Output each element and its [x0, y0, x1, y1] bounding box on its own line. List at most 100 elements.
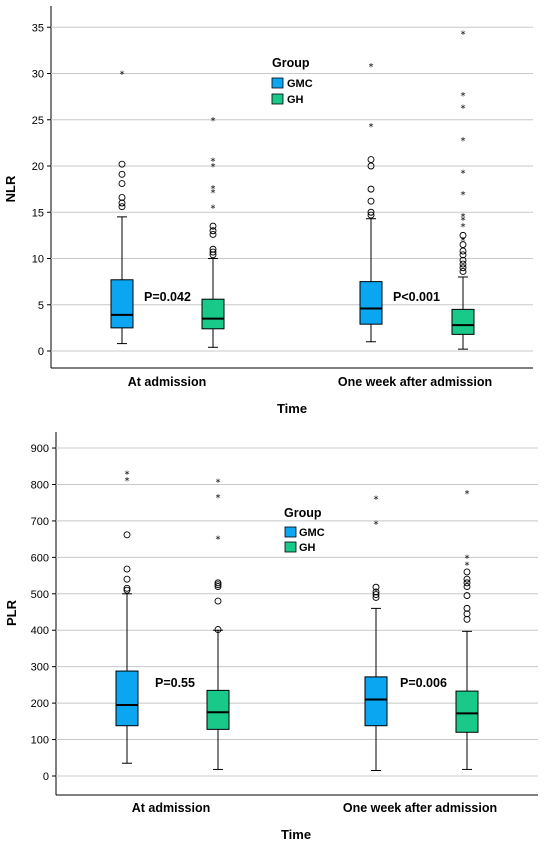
- plr-gmc-one-week-outlier-point: [372, 593, 380, 601]
- plr-legend-label-gh: GH: [299, 542, 316, 554]
- nlr-gmc-at-admission-box: [110, 279, 134, 329]
- nlr-gh-one-week-extreme-point: *: [461, 30, 466, 41]
- nlr-y-tick-label: 25: [32, 115, 44, 127]
- plr-x-tick-at-admission: At admission: [132, 801, 211, 815]
- plr-gmc-at-admission-box: [115, 670, 139, 727]
- plr-y-tick-label: 700: [31, 516, 49, 528]
- nlr-gh-one-week-outlier-point: [459, 260, 467, 268]
- nlr-gh-one-week-extreme-point: *: [461, 104, 466, 115]
- nlr-gmc-one-week-outlier-point: [367, 211, 375, 219]
- plr-y-tick-label: 300: [31, 662, 49, 674]
- plr-gmc-at-admission-outlier-point: [123, 586, 131, 594]
- nlr-gh-one-week-extreme-point: *: [461, 216, 466, 227]
- nlr-y-tick-label: 0: [38, 346, 44, 358]
- nlr-gh-at-admission-outlier-point: [209, 222, 217, 230]
- plr-gh-one-week-outlier-point: [463, 610, 471, 618]
- plr-p-value-one-week: P=0.006: [400, 676, 447, 690]
- plr-y-tick-label: 100: [31, 735, 49, 747]
- plr-y-tick-label: 200: [31, 698, 49, 710]
- plr-gmc-one-week-extreme-point: *: [374, 494, 379, 505]
- plr-p-value-at-admission: P=0.55: [155, 676, 195, 690]
- plr-y-tick-label: 500: [31, 589, 49, 601]
- nlr-y-tick-label: 35: [32, 22, 44, 34]
- plr-gh-one-week-extreme-point: *: [465, 561, 470, 572]
- plr-x-axis-title: Time: [281, 827, 311, 842]
- nlr-gmc-at-admission-outlier-point: [118, 180, 126, 188]
- plr-gh-at-admission-outlier-point: [214, 581, 222, 589]
- nlr-y-tick-label: 15: [32, 207, 44, 219]
- nlr-gh-one-week-box: [451, 308, 475, 335]
- plr-gmc-at-admission-outlier-point: [123, 584, 131, 592]
- nlr-p-value-one-week: P<0.001: [393, 290, 440, 304]
- nlr-gmc-one-week-extreme-point: *: [369, 62, 374, 73]
- nlr-gmc-at-admission-outlier-point: [118, 170, 126, 178]
- nlr-gh-one-week-extreme-point: *: [461, 136, 466, 147]
- plr-gh-at-admission-outlier-point: [214, 626, 222, 633]
- nlr-gh-one-week-outlier-point: [459, 264, 467, 272]
- nlr-gh-at-admission-extreme-point: *: [211, 162, 216, 173]
- nlr-legend: Group GMC GH: [271, 56, 313, 106]
- plr-y-tick-label: 900: [31, 443, 49, 455]
- plr-gh-one-week-box: [455, 690, 479, 733]
- plr-y-tick-label: 800: [31, 479, 49, 491]
- plr-legend: Group GMC GH: [284, 506, 325, 554]
- nlr-gh-one-week-extreme-point: *: [461, 212, 466, 223]
- plr-grid: 0 100 200 300 400 500 600 700 800 900: [31, 443, 538, 783]
- plr-gmc-one-week-box: [364, 676, 388, 727]
- nlr-gh-at-admission-extreme-point: *: [211, 184, 216, 195]
- plr-gh-one-week-outlier-point: [463, 575, 471, 583]
- plr-y-tick-label: 600: [31, 552, 49, 564]
- nlr-gh-one-week-extreme-point: *: [461, 91, 466, 102]
- nlr-legend-label-gh: GH: [287, 94, 304, 106]
- nlr-gmc-one-week-outlier-point: [367, 197, 375, 205]
- nlr-gh-at-admission-box: [201, 298, 225, 330]
- plr-gmc-at-admission-outlier-point: [123, 531, 131, 539]
- nlr-x-tick-at-admission: At admission: [128, 375, 207, 389]
- nlr-x-tick-one-week: One week after admission: [338, 375, 492, 389]
- plr-gh-one-week-outlier-point: [463, 615, 471, 623]
- nlr-legend-swatch-gmc: [271, 77, 284, 89]
- nlr-gh-one-week-outlier-point: [459, 231, 467, 239]
- plr-gmc-at-admission-outlier-point: [123, 575, 131, 583]
- plr-gh-at-admission-extreme-point: *: [216, 478, 221, 489]
- nlr-gmc-one-week-extreme-point: *: [369, 122, 374, 133]
- plr-legend-swatch-gh: [284, 541, 297, 553]
- nlr-gmc-at-admission-outlier-point: [118, 193, 126, 201]
- nlr-y-tick-label: 5: [38, 300, 44, 312]
- plr-boxes: **********: [115, 470, 479, 772]
- nlr-p-value-at-admission: P=0.042: [144, 290, 191, 304]
- nlr-y-axis-title: NLR: [3, 175, 18, 202]
- plr-gh-at-admission-outlier-point: [214, 597, 222, 605]
- nlr-gh-at-admission-outlier-point: [209, 227, 217, 235]
- plr-y-tick-label: 0: [43, 771, 49, 783]
- plr-y-tick-label: 400: [31, 625, 49, 637]
- plr-gh-at-admission-outlier-point: [214, 583, 222, 590]
- plr-gh-one-week-outlier-point: [463, 579, 471, 587]
- nlr-gh-one-week-outlier-point: [459, 247, 467, 255]
- plr-gmc-one-week-outlier-point: [372, 591, 380, 598]
- plr-gh-one-week-outlier-point: [463, 592, 471, 600]
- nlr-gmc-at-admission-extreme-point: *: [120, 70, 125, 81]
- nlr-gmc-one-week-outlier-point: [367, 156, 375, 163]
- plr-gmc-at-admission-outlier-point: [123, 565, 131, 573]
- nlr-gmc-one-week-outlier-point: [367, 208, 375, 216]
- nlr-gmc-at-admission-outlier-point: [118, 203, 126, 211]
- plr-gmc-at-admission-extreme-point: *: [125, 470, 130, 481]
- plr-legend-swatch-gmc: [284, 526, 297, 538]
- plr-gmc-one-week-outlier-point: [372, 583, 380, 591]
- nlr-x-axis-title: Time: [277, 401, 307, 416]
- plr-gh-one-week-outlier-point: [463, 583, 471, 590]
- nlr-gmc-one-week-box: [359, 281, 383, 325]
- plr-gh-one-week-outlier-point: [463, 604, 471, 612]
- nlr-y-tick-label: 20: [32, 161, 44, 173]
- nlr-legend-label-gmc: GMC: [287, 78, 313, 90]
- plr-gh-one-week-extreme-point: *: [465, 489, 470, 500]
- nlr-gmc-at-admission-outlier-point: [118, 160, 126, 168]
- nlr-grid: 0 5 10 15 20 25 30 35: [32, 22, 533, 358]
- nlr-boxes: *******************: [110, 30, 475, 350]
- nlr-gh-at-admission-extreme-point: *: [211, 204, 216, 215]
- nlr-gh-one-week-extreme-point: *: [461, 236, 466, 247]
